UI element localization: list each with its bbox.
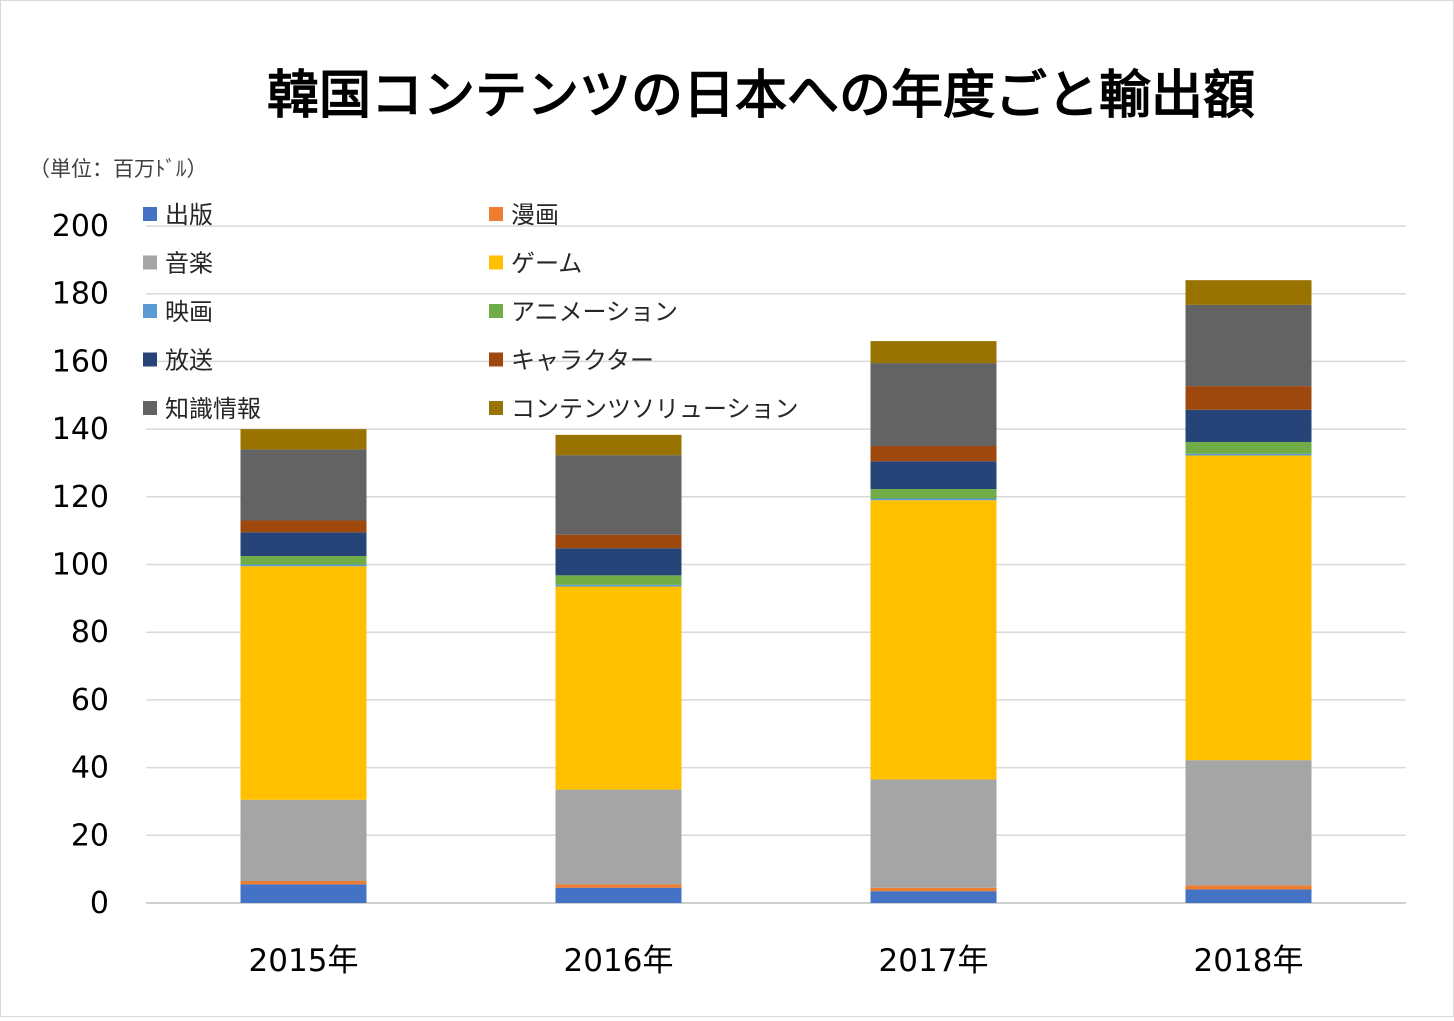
bar-segment [555, 575, 682, 585]
bar-segment [870, 446, 997, 462]
legend-swatch [489, 255, 503, 270]
bar-segment [555, 584, 682, 587]
y-tick-label: 40 [71, 751, 109, 786]
legend-label: アニメーション [511, 298, 678, 326]
x-tick-label: 2016年 [564, 943, 674, 979]
bar-segment [1185, 453, 1312, 456]
bar-segment [1185, 441, 1312, 454]
chart-title: 韓国コンテンツの日本への年度ごと輸出額 [267, 66, 1255, 126]
bar-segment [555, 789, 682, 885]
bar-segment [555, 548, 682, 576]
bar-segment [240, 566, 367, 800]
legend-label: 映画 [165, 298, 213, 326]
bar-segment [555, 434, 682, 456]
bar-segment [240, 799, 367, 881]
bar-segment [870, 498, 997, 501]
bar-segment [240, 884, 367, 903]
y-tick-label: 140 [52, 412, 109, 447]
bar-segment [240, 564, 367, 567]
bar-segment [870, 779, 997, 888]
legend-swatch [489, 207, 503, 221]
bars [240, 280, 1312, 903]
legend-label: ゲーム [511, 250, 582, 278]
bar-segment [240, 532, 367, 557]
legend-label: コンテンツソリューション [511, 395, 799, 423]
bar-segment [1185, 885, 1312, 890]
legend-label: 音楽 [165, 250, 213, 278]
bar-segment [555, 534, 682, 549]
bar-segment [870, 461, 997, 490]
y-tick-label: 80 [71, 615, 109, 650]
legend-swatch [489, 401, 503, 415]
legend-swatch [143, 352, 157, 367]
y-tick-label: 100 [52, 548, 109, 583]
x-tick-label: 2015年 [249, 943, 359, 979]
x-tick-label: 2017年 [879, 943, 989, 979]
bar-segment [240, 429, 367, 450]
legend-swatch [143, 401, 157, 415]
bar-segment [555, 455, 682, 535]
y-tick-label: 0 [90, 886, 109, 921]
y-tick-label: 60 [71, 683, 109, 718]
legend-label: 出版 [165, 201, 213, 229]
bar-segment [870, 341, 997, 364]
bar-segment [1185, 760, 1312, 886]
bar-segment [555, 887, 682, 903]
legend-label: 知識情報 [165, 395, 261, 423]
x-tick-label: 2018年 [1194, 943, 1304, 979]
bar-segment [1185, 304, 1312, 387]
y-tick-label: 120 [52, 480, 109, 515]
bar-segment [240, 556, 367, 565]
legend-label: 放送 [165, 347, 213, 375]
bar-segment [240, 449, 367, 521]
unit-label: （単位：百万ﾄﾞﾙ） [29, 157, 208, 181]
legend-swatch [489, 304, 503, 318]
bar-segment [1185, 409, 1312, 442]
bar-segment [555, 884, 682, 888]
bar-segment [870, 363, 997, 447]
x-axis: 2015年 2016年 2017年 2018年 [249, 943, 1304, 979]
y-tick-label: 20 [71, 818, 109, 853]
bar-segment [1185, 455, 1312, 761]
legend-label: 漫画 [511, 201, 559, 229]
bar-segment [1185, 280, 1312, 305]
y-tick-label: 180 [52, 277, 109, 312]
y-tick-label: 200 [52, 209, 109, 244]
bar-segment [240, 880, 367, 885]
legend-label: キャラクター [511, 347, 654, 375]
legend-swatch [143, 207, 157, 221]
bar-segment [555, 586, 682, 790]
legend-swatch [143, 255, 157, 270]
bar-segment [240, 520, 367, 533]
bar-segment [870, 891, 997, 903]
bar-segment [870, 500, 997, 780]
bar-segment [1185, 386, 1312, 410]
y-tick-label: 160 [52, 344, 109, 379]
bar-segment [870, 887, 997, 892]
legend-swatch [489, 352, 503, 367]
bar-segment [1185, 889, 1312, 903]
legend-swatch [143, 304, 157, 318]
y-axis: 0 20 40 60 80 100 120 140 160 180 200 [52, 209, 109, 921]
bar-segment [870, 489, 997, 499]
